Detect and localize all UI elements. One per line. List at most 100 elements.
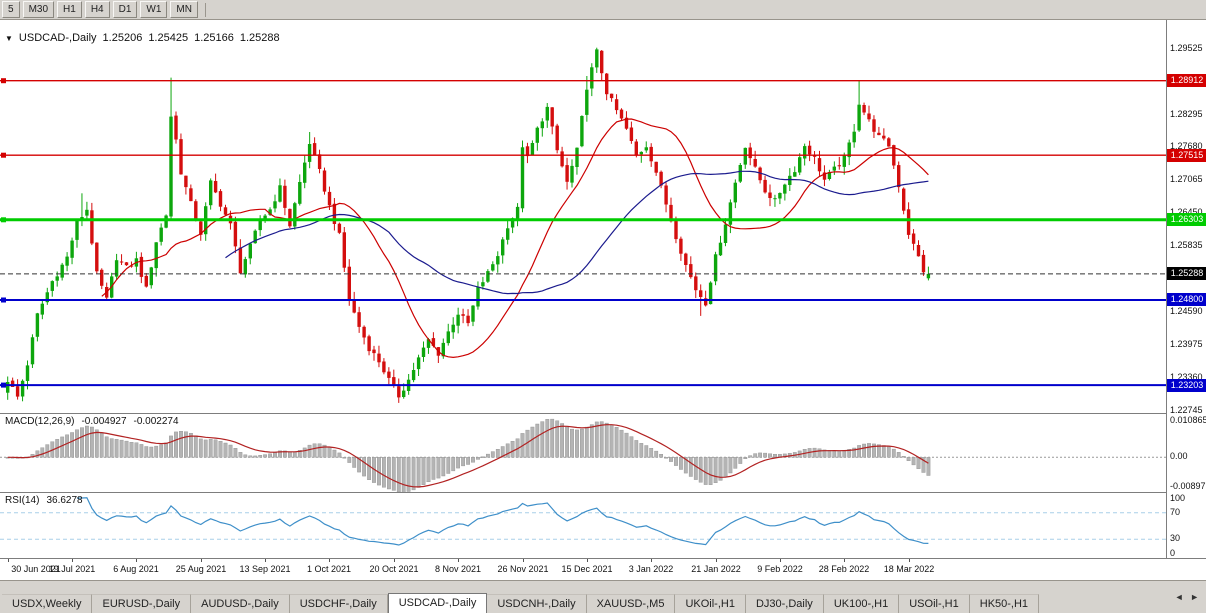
date-label-14: 18 Mar 2022	[883, 564, 935, 574]
time-tick	[523, 559, 524, 562]
price-badge-1-27515: 1.27515	[1167, 148, 1206, 162]
date-label-4: 13 Sep 2021	[239, 564, 291, 574]
macd-chart-svg[interactable]	[0, 414, 1166, 493]
date-label-11: 21 Jan 2022	[691, 564, 741, 574]
tab-eurusd-daily[interactable]: EURUSD-,Daily	[92, 594, 192, 613]
price-badge-1-26303: 1.26303	[1167, 213, 1206, 227]
macd-axis-0010865: 0.010865	[1170, 415, 1206, 425]
rsi-indicator-panel[interactable]: RSI(14) 36.6278	[0, 492, 1166, 558]
hline-handle-icon[interactable]	[1, 217, 6, 223]
macd-signal-line	[7, 424, 929, 488]
rsi-axis-0: 0	[1170, 548, 1176, 558]
timeframe-button-h1[interactable]: H1	[57, 1, 82, 18]
price-tick-1-29525: 1.29525	[1170, 42, 1203, 53]
date-label-3: 25 Aug 2021	[175, 564, 227, 574]
tab-ukoil-h1[interactable]: UKOil-,H1	[675, 594, 746, 613]
price-chart-svg[interactable]	[0, 20, 1166, 413]
ohlc-high: 1.25425	[148, 32, 189, 44]
hline-handle-icon[interactable]	[1, 297, 6, 303]
rsi-chart-svg[interactable]	[0, 493, 1166, 559]
ohlc-open: 1.25206	[102, 32, 143, 44]
toolbar-separator	[204, 2, 206, 17]
date-label-10: 3 Jan 2022	[628, 564, 674, 574]
date-label-6: 20 Oct 2021	[369, 564, 419, 574]
hline-handle-icon[interactable]	[1, 382, 6, 388]
date-label-1: 19 Jul 2021	[48, 564, 96, 574]
date-label-0: 30 Jun 2021	[11, 564, 61, 574]
rsi-axis-100: 100	[1170, 493, 1186, 503]
date-label-8: 26 Nov 2021	[497, 564, 549, 574]
time-tick	[8, 559, 9, 562]
timeframe-button-h4[interactable]: H4	[84, 1, 110, 18]
macd-axis-000: 0.00	[1170, 451, 1188, 462]
horizontal-lines-layer	[0, 78, 1166, 388]
time-tick	[136, 559, 137, 562]
date-label-2: 6 Aug 2021	[113, 564, 159, 574]
price-tick-1-24590: 1.24590	[1170, 306, 1203, 317]
tab-xauusd-m5[interactable]: XAUUSD-,M5	[586, 594, 676, 613]
time-tick	[329, 559, 330, 562]
date-label-13: 28 Feb 2022	[818, 564, 870, 574]
symbol-tabbar: USDX,Weekly EURUSD-,Daily AUDUSD-,Daily USD…	[0, 580, 1206, 613]
price-tick-1-23360: 1.23360	[1170, 371, 1203, 382]
candles-layer	[6, 47, 931, 403]
main-chart-panel[interactable]: ▼ USDCAD-,Daily 1.25206 1.25425 1.25166 …	[0, 20, 1166, 413]
time-tick	[844, 559, 845, 562]
macd-name: MACD(12,26,9)	[5, 416, 75, 427]
price-tick-1-23975: 1.23975	[1170, 338, 1203, 349]
last-price-badge: 1.25288	[1167, 267, 1206, 281]
time-tick	[780, 559, 781, 562]
tab-audusd-daily[interactable]: AUDUSD-,Daily	[191, 594, 290, 613]
rsi-name: RSI(14)	[5, 495, 40, 506]
timeframe-toolbar: 5 M30 H1 H4 D1 W1 MN	[0, 0, 1206, 20]
symbol-marker-icon: ▼	[5, 33, 13, 43]
price-badge-1-23203: 1.23203	[1167, 378, 1206, 392]
hline-handle-icon[interactable]	[1, 78, 6, 84]
tab-scroll-arrows-icon[interactable]: ◄ ►	[1174, 592, 1201, 602]
timeframe-button-5[interactable]: 5	[2, 1, 20, 18]
time-axis[interactable]: 30 Jun 2021 19 Jul 2021 6 Aug 2021 25 Aug 2…	[0, 558, 1206, 580]
rsi-axis-30: 30	[1170, 533, 1181, 544]
price-tick-1-22745: 1.22745	[1170, 404, 1203, 415]
price-tick-1-26450: 1.26450	[1170, 206, 1203, 217]
date-label-7: 8 Nov 2021	[434, 564, 482, 574]
tab-usdcnh-daily[interactable]: USDCNH-,Daily	[487, 594, 587, 613]
macd-value-main: -0.004927	[81, 416, 127, 427]
rsi-header: RSI(14) 36.6278	[5, 495, 83, 506]
tab-usdx-weekly[interactable]: USDX,Weekly	[2, 594, 93, 613]
moving-averages-layer	[101, 118, 929, 359]
price-badge-1-28912: 1.28912	[1167, 74, 1206, 88]
time-tick	[716, 559, 717, 562]
rsi-value: 36.6278	[46, 495, 83, 506]
time-tick	[394, 559, 395, 562]
timeframe-button-mn[interactable]: MN	[170, 1, 198, 18]
chart-symbol-label: USDCAD-,Daily	[18, 32, 97, 44]
hline-handle-icon[interactable]	[1, 152, 6, 158]
date-label-9: 15 Dec 2021	[561, 564, 613, 574]
tab-usoil-h1[interactable]: USOil-,H1	[899, 594, 970, 613]
time-tick	[72, 559, 73, 562]
tab-hk50-h1[interactable]: HK50-,H1	[969, 594, 1040, 613]
chart-title: ▼ USDCAD-,Daily 1.25206 1.25425 1.25166 …	[5, 32, 280, 44]
timeframe-button-d1[interactable]: D1	[112, 1, 138, 18]
timeframe-button-w1[interactable]: W1	[140, 1, 168, 18]
date-label-12: 9 Feb 2022	[757, 564, 803, 574]
price-tick-1-28295: 1.28295	[1170, 108, 1203, 119]
rsi-axis-70: 70	[1170, 506, 1181, 517]
macd-indicator-panel[interactable]: MACD(12,26,9) -0.004927 -0.002274	[0, 413, 1166, 493]
tab-dj30-daily[interactable]: DJ30-,Daily	[745, 594, 824, 613]
price-badge-1-24800: 1.24800	[1167, 293, 1206, 307]
tab-uk100-h1[interactable]: UK100-,H1	[823, 594, 900, 613]
time-tick	[651, 559, 652, 562]
timeframe-button-m30[interactable]: M30	[22, 1, 55, 18]
macd-value-signal: -0.002274	[133, 416, 179, 427]
time-tick	[909, 559, 910, 562]
time-tick	[201, 559, 202, 562]
time-tick	[458, 559, 459, 562]
price-tick-1-25835: 1.25835	[1170, 239, 1203, 250]
tab-usdchf-daily[interactable]: USDCHF-,Daily	[289, 594, 388, 613]
tab-usdcad-daily[interactable]: USDCAD-,Daily	[387, 593, 488, 613]
price-axis[interactable]: 1.29525 1.28295 1.27680 1.27065 1.26450 1.258…	[1166, 20, 1206, 558]
